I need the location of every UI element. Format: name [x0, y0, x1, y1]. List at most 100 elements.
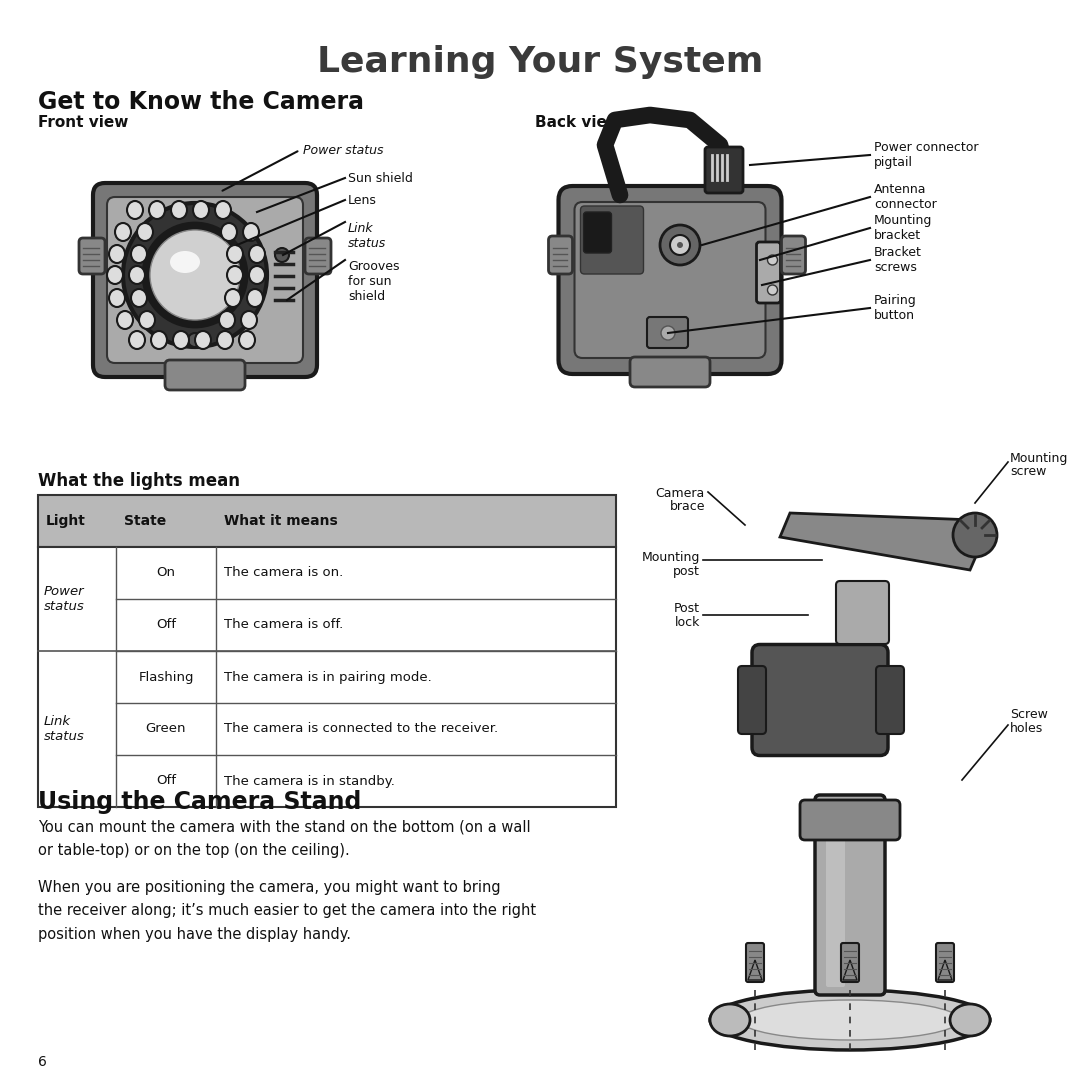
Circle shape: [768, 255, 778, 265]
FancyBboxPatch shape: [549, 237, 572, 274]
Ellipse shape: [127, 201, 143, 219]
Text: What it means: What it means: [224, 514, 338, 528]
Text: Power connector
pigtail: Power connector pigtail: [874, 141, 978, 168]
FancyBboxPatch shape: [630, 357, 710, 387]
Circle shape: [953, 513, 997, 557]
Text: Get to Know the Camera: Get to Know the Camera: [38, 90, 364, 114]
Ellipse shape: [241, 311, 257, 329]
Ellipse shape: [225, 289, 241, 307]
FancyBboxPatch shape: [756, 242, 781, 303]
FancyBboxPatch shape: [583, 212, 611, 253]
FancyBboxPatch shape: [936, 943, 954, 982]
Circle shape: [143, 222, 247, 327]
Ellipse shape: [131, 245, 147, 264]
FancyBboxPatch shape: [746, 943, 764, 982]
Ellipse shape: [109, 245, 125, 264]
Ellipse shape: [151, 330, 167, 349]
Bar: [38, 495, 616, 546]
Text: Bracket
screws: Bracket screws: [874, 246, 922, 274]
Text: You can mount the camera with the stand on the bottom (on a wall
or table-top) o: You can mount the camera with the stand …: [38, 820, 530, 859]
Ellipse shape: [710, 990, 990, 1050]
FancyBboxPatch shape: [647, 318, 688, 348]
Text: What the lights mean: What the lights mean: [38, 472, 240, 490]
Text: Using the Camera Stand: Using the Camera Stand: [38, 789, 362, 814]
Text: Lens: Lens: [348, 193, 377, 206]
Ellipse shape: [221, 222, 237, 241]
FancyBboxPatch shape: [705, 147, 743, 193]
FancyBboxPatch shape: [836, 581, 889, 644]
Circle shape: [188, 333, 202, 347]
Text: Off: Off: [156, 619, 176, 632]
Polygon shape: [843, 960, 858, 980]
Text: post: post: [673, 566, 700, 579]
FancyBboxPatch shape: [79, 238, 105, 274]
Text: Antenna
connector: Antenna connector: [874, 183, 936, 211]
Ellipse shape: [137, 222, 153, 241]
Text: Off: Off: [156, 774, 176, 787]
Bar: [38, 703, 616, 755]
Text: Mounting: Mounting: [1010, 453, 1068, 465]
Circle shape: [661, 326, 675, 340]
FancyBboxPatch shape: [876, 666, 904, 734]
Ellipse shape: [195, 330, 211, 349]
Circle shape: [768, 285, 778, 295]
Text: Front view: Front view: [38, 114, 129, 130]
FancyBboxPatch shape: [93, 183, 318, 377]
Ellipse shape: [239, 330, 255, 349]
Circle shape: [275, 248, 289, 262]
Ellipse shape: [117, 311, 133, 329]
Ellipse shape: [170, 251, 200, 273]
FancyBboxPatch shape: [826, 804, 845, 987]
Bar: [38, 546, 616, 599]
Ellipse shape: [249, 266, 265, 284]
Text: Power status: Power status: [303, 144, 383, 157]
Text: Post: Post: [674, 602, 700, 615]
Text: Mounting: Mounting: [642, 552, 700, 565]
FancyBboxPatch shape: [841, 943, 859, 982]
Text: The camera is in pairing mode.: The camera is in pairing mode.: [224, 671, 432, 684]
Ellipse shape: [247, 289, 264, 307]
Ellipse shape: [109, 289, 125, 307]
Text: holes: holes: [1010, 723, 1043, 735]
Bar: [38, 599, 616, 651]
Text: The camera is on.: The camera is on.: [224, 567, 343, 580]
Ellipse shape: [114, 222, 131, 241]
Text: Light: Light: [46, 514, 86, 528]
Text: On: On: [157, 567, 175, 580]
Ellipse shape: [217, 330, 233, 349]
Ellipse shape: [171, 201, 187, 219]
Text: screw: screw: [1010, 465, 1047, 478]
Text: The camera is in standby.: The camera is in standby.: [224, 774, 395, 787]
Ellipse shape: [243, 222, 259, 241]
Ellipse shape: [129, 266, 145, 284]
Ellipse shape: [950, 1004, 990, 1036]
Text: The camera is connected to the receiver.: The camera is connected to the receiver.: [224, 723, 498, 735]
Ellipse shape: [139, 311, 156, 329]
Circle shape: [660, 225, 700, 265]
Circle shape: [123, 203, 267, 347]
Polygon shape: [748, 960, 762, 980]
Ellipse shape: [107, 266, 123, 284]
Text: brace: brace: [670, 500, 705, 513]
Text: Screw: Screw: [1010, 708, 1048, 721]
Text: Flashing: Flashing: [138, 671, 193, 684]
FancyBboxPatch shape: [558, 186, 782, 374]
Ellipse shape: [215, 201, 231, 219]
Ellipse shape: [173, 330, 189, 349]
Text: Learning Your System: Learning Your System: [316, 45, 764, 79]
Text: Link
status: Link status: [348, 222, 387, 249]
FancyBboxPatch shape: [815, 795, 885, 995]
Text: The camera is off.: The camera is off.: [224, 619, 343, 632]
FancyBboxPatch shape: [581, 206, 644, 274]
Text: Green: Green: [146, 723, 186, 735]
Ellipse shape: [227, 266, 243, 284]
Text: Back view: Back view: [535, 114, 621, 130]
Polygon shape: [780, 513, 980, 570]
FancyBboxPatch shape: [165, 360, 245, 390]
FancyBboxPatch shape: [800, 800, 900, 840]
Text: lock: lock: [675, 616, 700, 629]
Bar: [38, 755, 616, 807]
Ellipse shape: [219, 311, 235, 329]
Bar: [38, 651, 616, 703]
Text: Sun shield: Sun shield: [348, 172, 413, 185]
